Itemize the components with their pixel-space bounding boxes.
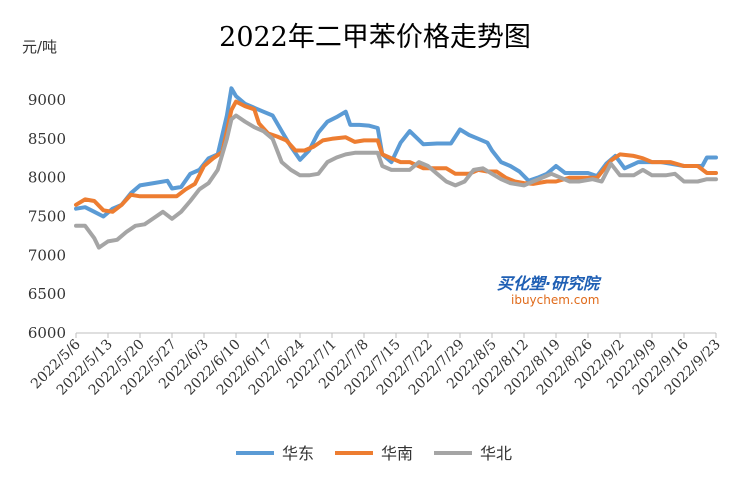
y-tick-label: 9000 <box>28 91 66 109</box>
y-tick-label: 8500 <box>28 130 66 148</box>
y-axis-unit-label: 元/吨 <box>22 38 57 56</box>
watermark-url-text: ibuychem.com <box>511 293 599 307</box>
legend-label-3: 华北 <box>480 444 512 463</box>
watermark-main-text: 买化塑·研究院 <box>497 274 602 293</box>
y-tick-label: 6500 <box>28 285 66 303</box>
legend: 华东 华南 华北 <box>236 444 512 463</box>
y-tick-label: 8000 <box>28 169 66 187</box>
watermark: 买化塑·研究院 ibuychem.com <box>497 274 602 307</box>
series-layer <box>74 86 718 250</box>
legend-label-2: 华南 <box>381 444 413 463</box>
chart-title: 2022年二甲苯价格走势图 <box>219 22 531 53</box>
axis-layer: 60006500700075008000850090002022/5/62022… <box>28 91 724 399</box>
series-line-3 <box>74 113 718 250</box>
y-tick-label: 7500 <box>28 208 66 226</box>
y-tick-label: 7000 <box>28 246 66 264</box>
y-tick-label: 6000 <box>28 324 66 342</box>
legend-label-1: 华东 <box>282 444 314 463</box>
